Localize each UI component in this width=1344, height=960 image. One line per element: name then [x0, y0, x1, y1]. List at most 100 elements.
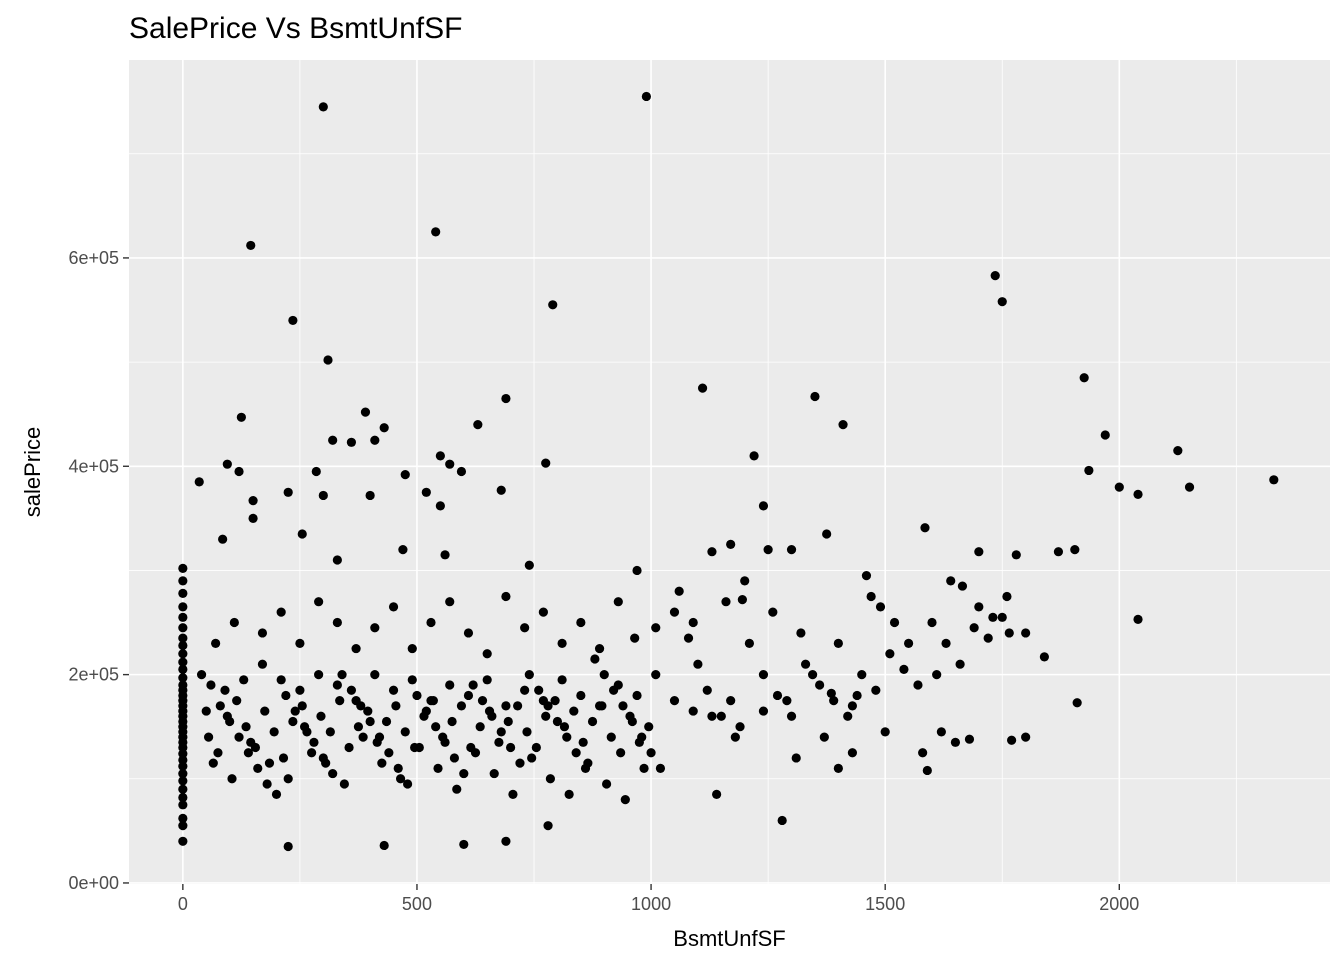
data-point — [351, 696, 361, 706]
data-point — [838, 420, 848, 430]
data-point — [669, 696, 680, 706]
y-tick-label: 4e+05 — [68, 456, 119, 476]
data-point — [288, 716, 298, 727]
data-point — [936, 727, 946, 737]
data-point — [641, 91, 651, 102]
data-point — [1053, 547, 1064, 557]
data-point — [194, 477, 204, 487]
data-point — [456, 466, 467, 477]
data-point — [822, 529, 832, 539]
data-point — [475, 722, 485, 732]
data-point — [370, 670, 380, 680]
data-point — [997, 297, 1007, 307]
data-point — [786, 545, 797, 555]
data-point — [782, 696, 792, 706]
data-point — [178, 792, 188, 803]
data-point — [381, 716, 392, 727]
data-point — [946, 576, 956, 586]
data-point — [644, 722, 654, 732]
data-point — [178, 776, 188, 786]
data-point — [634, 737, 644, 747]
data-point — [903, 638, 914, 648]
data-point — [290, 706, 300, 716]
data-point — [414, 742, 424, 753]
data-point — [964, 734, 975, 744]
data-point — [707, 547, 717, 557]
data-point — [222, 711, 232, 721]
data-point — [632, 565, 642, 576]
data-point — [737, 595, 747, 605]
data-point — [578, 737, 588, 747]
data-point — [520, 623, 530, 633]
data-point — [360, 407, 371, 417]
data-point — [786, 711, 797, 721]
data-point — [232, 696, 242, 706]
chart-title: SalePrice Vs BsmtUnfSF — [129, 12, 463, 45]
data-point — [922, 765, 932, 776]
data-point — [1184, 482, 1195, 492]
data-point — [815, 680, 825, 690]
data-point — [208, 758, 218, 768]
data-point — [513, 701, 523, 711]
data-point — [601, 779, 612, 789]
data-point — [697, 383, 708, 393]
data-point — [920, 523, 930, 533]
data-point — [590, 654, 600, 664]
data-point — [178, 588, 188, 598]
data-point — [323, 355, 333, 365]
data-point — [1269, 475, 1279, 485]
data-point — [328, 435, 338, 445]
data-point — [218, 534, 228, 544]
data-point — [246, 240, 256, 251]
data-point — [508, 789, 518, 800]
data-point — [1173, 446, 1183, 456]
data-point — [531, 742, 541, 753]
data-point — [955, 659, 965, 669]
data-point — [494, 737, 504, 747]
data-point — [433, 763, 443, 773]
data-point — [351, 643, 361, 654]
data-point — [477, 696, 488, 706]
data-point — [438, 732, 448, 742]
data-point — [307, 748, 317, 758]
data-point — [576, 690, 586, 701]
data-point — [875, 602, 886, 612]
data-point — [744, 638, 754, 648]
data-point — [808, 670, 818, 680]
data-point — [178, 649, 188, 659]
data-point — [178, 640, 188, 651]
data-point — [861, 571, 872, 581]
data-point — [178, 602, 188, 612]
data-point — [248, 513, 258, 523]
data-point — [606, 732, 616, 742]
data-point — [800, 659, 811, 669]
data-point — [1133, 489, 1143, 499]
data-point — [196, 670, 207, 680]
data-point — [318, 102, 328, 112]
data-point — [674, 586, 684, 596]
data-point — [543, 821, 553, 831]
data-point — [278, 753, 289, 763]
data-point — [264, 758, 275, 768]
data-point — [178, 813, 188, 823]
data-point — [370, 435, 380, 445]
data-point — [463, 628, 474, 638]
data-point — [843, 711, 853, 721]
data-point — [1079, 373, 1089, 383]
data-point — [618, 701, 628, 711]
data-point — [178, 821, 188, 831]
data-point — [370, 623, 380, 633]
data-point — [683, 633, 694, 643]
data-point — [276, 607, 286, 617]
data-point — [178, 633, 188, 643]
data-point — [426, 696, 436, 706]
data-point — [178, 657, 188, 667]
data-point — [283, 487, 293, 497]
data-point — [548, 300, 558, 310]
data-point — [541, 458, 551, 468]
data-point — [400, 727, 410, 737]
data-point — [932, 670, 942, 680]
data-point — [847, 748, 858, 758]
data-point — [332, 555, 342, 565]
data-point — [335, 696, 345, 706]
